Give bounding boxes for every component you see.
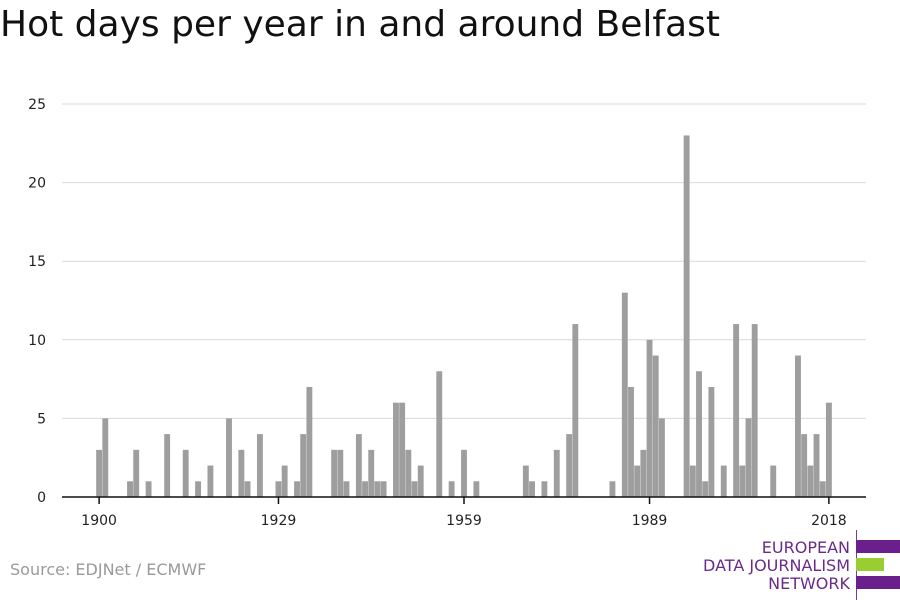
- bar-1906: [133, 449, 140, 497]
- bar-1970: [529, 481, 535, 497]
- bar-1985: [621, 292, 628, 497]
- y-tick-label: 20: [28, 176, 46, 192]
- bar-1990: [652, 355, 659, 497]
- bar-1933: [300, 434, 307, 497]
- x-tick-label: 2018: [811, 513, 847, 529]
- bar-1942: [355, 434, 362, 497]
- bar-1901: [102, 418, 109, 497]
- bar-1955: [436, 371, 443, 497]
- y-tick-label: 25: [28, 97, 46, 113]
- bar-1923: [238, 449, 245, 497]
- bars: [96, 135, 832, 497]
- bar-1946: [380, 481, 387, 497]
- bar-2017: [819, 481, 826, 497]
- bar-2001: [720, 465, 727, 497]
- logo-line-1: EUROPEAN: [761, 538, 850, 557]
- bar-1905: [127, 481, 133, 497]
- x-tick-label: 1959: [446, 513, 482, 529]
- bar-1957: [448, 481, 455, 497]
- bar-1977: [572, 324, 579, 497]
- logo-bar-1: [856, 540, 900, 553]
- bar-1930: [281, 465, 288, 497]
- bar-1945: [374, 481, 381, 497]
- y-tick-label: 5: [37, 411, 46, 427]
- bar-2009: [770, 465, 777, 497]
- edjnet-logo[interactable]: EUROPEAN DATA JOURNALISM NETWORK: [700, 536, 900, 596]
- bar-1983: [609, 481, 616, 497]
- bar-1998: [702, 481, 709, 497]
- bar-1991: [658, 418, 665, 497]
- bar-2014: [801, 434, 808, 497]
- x-axis-ticks: 1900 1929 1959 1989 2018: [81, 497, 847, 529]
- bar-2018: [825, 402, 832, 497]
- bar-1974: [553, 449, 560, 497]
- bar-1929: [275, 481, 282, 497]
- bar-1926: [256, 434, 263, 497]
- logo-line-2: DATA JOURNALISM: [703, 556, 850, 575]
- bar-1972: [541, 481, 548, 497]
- bar-1989: [646, 339, 653, 497]
- bar-1938: [331, 449, 338, 497]
- bar-2015: [807, 465, 814, 497]
- chart-title: Hot days per year in and around Belfast: [0, 4, 720, 45]
- bar-1944: [368, 449, 375, 497]
- bar-2013: [795, 355, 801, 497]
- bar-1995: [683, 135, 690, 497]
- bar-1997: [696, 371, 702, 497]
- bar-1986: [628, 386, 634, 497]
- bar-1940: [343, 481, 350, 497]
- y-tick-label: 15: [28, 254, 46, 270]
- bar-1999: [708, 386, 715, 497]
- source-note: Source: EDJNet / ECMWF: [10, 560, 207, 579]
- gridlines: [62, 103, 866, 419]
- bar-1969: [522, 465, 529, 497]
- bar-1961: [473, 481, 480, 497]
- x-tick-label: 1929: [261, 513, 297, 529]
- bar-1911: [164, 434, 171, 497]
- bar-1996: [689, 465, 696, 497]
- bar-1943: [362, 481, 368, 497]
- bar-1914: [182, 449, 189, 497]
- x-tick-label: 1989: [632, 513, 668, 529]
- logo-bar-3: [856, 576, 900, 589]
- bar-1950: [405, 449, 412, 497]
- bar-2003: [733, 324, 740, 497]
- bar-1916: [195, 481, 201, 497]
- bar-1921: [226, 418, 232, 497]
- y-tick-label: 0: [37, 490, 46, 506]
- bar-1939: [337, 449, 344, 497]
- y-tick-label: 10: [28, 333, 46, 349]
- bar-1988: [640, 449, 647, 497]
- bar-1908: [145, 481, 152, 497]
- logo-line-3: NETWORK: [768, 574, 850, 593]
- logo-bar-2: [856, 558, 884, 571]
- bar-1952: [417, 465, 424, 497]
- bar-2005: [745, 418, 752, 497]
- x-tick-label: 1900: [81, 513, 117, 529]
- bar-1900: [96, 449, 103, 497]
- bar-1959: [461, 449, 467, 497]
- bar-1932: [294, 481, 300, 497]
- bar-1924: [244, 481, 251, 497]
- bar-1918: [207, 465, 214, 497]
- bar-2016: [813, 434, 820, 497]
- bar-1951: [411, 481, 418, 497]
- bar-1949: [399, 402, 406, 497]
- bar-1987: [634, 465, 641, 497]
- bar-2004: [739, 465, 746, 497]
- bar-1948: [393, 402, 399, 497]
- bar-2006: [751, 324, 758, 497]
- bar-1976: [566, 434, 573, 497]
- y-axis-ticks: 0 5 10 15 20 25: [28, 97, 46, 506]
- bar-1934: [306, 386, 313, 497]
